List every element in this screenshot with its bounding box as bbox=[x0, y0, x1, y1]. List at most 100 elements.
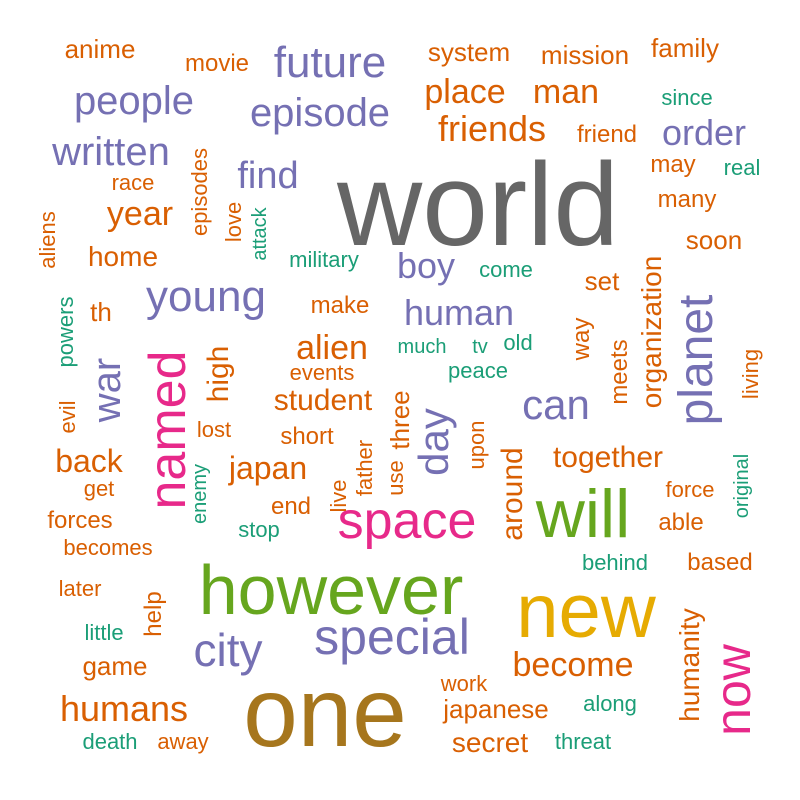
word-now: now bbox=[705, 644, 761, 736]
word-order: order bbox=[661, 112, 747, 153]
word-world: world bbox=[337, 139, 619, 271]
word-end: end bbox=[270, 493, 312, 520]
word-help: help bbox=[140, 591, 167, 637]
word-military: military bbox=[289, 247, 359, 272]
word-much: much bbox=[397, 336, 447, 358]
word-race: race bbox=[111, 170, 155, 195]
word-space: space bbox=[337, 492, 477, 550]
word-anime: anime bbox=[64, 34, 136, 64]
word-powers: powers bbox=[53, 296, 78, 368]
word-human: human bbox=[403, 292, 515, 333]
word-movie: movie bbox=[184, 50, 250, 77]
word-place: place bbox=[424, 73, 506, 111]
word-alien: alien bbox=[296, 329, 368, 367]
word-lost: lost bbox=[196, 417, 232, 442]
word-game: game bbox=[82, 651, 148, 681]
word-living: living bbox=[738, 348, 763, 400]
word-new: new bbox=[516, 569, 656, 654]
word-come: come bbox=[479, 257, 533, 282]
word-around: around bbox=[496, 447, 529, 541]
word-work: work bbox=[440, 671, 488, 696]
word-may: may bbox=[650, 151, 696, 178]
word-friends: friends bbox=[437, 108, 547, 149]
word-get: get bbox=[83, 476, 115, 501]
word-city: city bbox=[193, 624, 263, 676]
word-many: many bbox=[657, 186, 717, 213]
word-original: original bbox=[731, 453, 753, 519]
word-can: can bbox=[522, 381, 590, 428]
word-named: named bbox=[139, 350, 197, 510]
word-however: however bbox=[198, 551, 464, 629]
word-japanese: japanese bbox=[443, 694, 549, 724]
word-becomes: becomes bbox=[63, 535, 153, 560]
word-way: way bbox=[568, 317, 595, 361]
word-secret: secret bbox=[451, 727, 529, 758]
word-force: force bbox=[665, 477, 715, 502]
word-humans: humans bbox=[59, 688, 189, 729]
word-organization: organization bbox=[636, 255, 667, 409]
word-evil: evil bbox=[55, 400, 80, 434]
word-planet: planet bbox=[670, 294, 723, 426]
word-meets: meets bbox=[606, 339, 633, 405]
word-old: old bbox=[503, 330, 533, 355]
word-year: year bbox=[106, 195, 174, 233]
word-one: one bbox=[243, 657, 407, 767]
word-along: along bbox=[583, 691, 637, 716]
word-home: home bbox=[87, 241, 159, 272]
word-use: use bbox=[383, 460, 408, 496]
word-will: will bbox=[535, 476, 631, 552]
word-behind: behind bbox=[581, 550, 649, 575]
word-back: back bbox=[55, 443, 123, 479]
word-family: family bbox=[651, 33, 719, 63]
word-forces: forces bbox=[47, 507, 113, 534]
word-little: little bbox=[84, 620, 124, 645]
word-boy: boy bbox=[396, 245, 456, 286]
word-day: day bbox=[410, 408, 457, 476]
word-events: events bbox=[289, 360, 355, 385]
word-th: th bbox=[90, 297, 112, 327]
word-student: student bbox=[273, 384, 373, 417]
word-become: become bbox=[512, 646, 634, 684]
word-tv: tv bbox=[472, 336, 488, 358]
word-attack: attack bbox=[249, 207, 271, 261]
word-based: based bbox=[687, 549, 753, 576]
word-people: people bbox=[73, 79, 195, 123]
word-aliens: aliens bbox=[35, 211, 60, 269]
word-stop: stop bbox=[238, 517, 280, 542]
word-father: father bbox=[352, 439, 377, 497]
word-peace: peace bbox=[448, 358, 508, 383]
word-later: later bbox=[58, 576, 102, 601]
word-man: man bbox=[532, 73, 600, 111]
word-make: make bbox=[310, 292, 370, 319]
word-love: love bbox=[221, 201, 246, 243]
word-three: three bbox=[385, 390, 415, 450]
word-war: war bbox=[85, 357, 129, 423]
word-friend: friend bbox=[576, 121, 638, 148]
word-written: written bbox=[52, 130, 170, 174]
word-able: able bbox=[658, 509, 704, 536]
word-upon: upon bbox=[464, 420, 489, 470]
word-system: system bbox=[427, 37, 511, 67]
word-episode: episode bbox=[249, 91, 391, 135]
word-episodes: episodes bbox=[187, 147, 212, 237]
word-threat: threat bbox=[554, 729, 612, 754]
word-enemy: enemy bbox=[189, 463, 211, 525]
word-away: away bbox=[157, 729, 209, 754]
word-young: young bbox=[146, 272, 266, 321]
word-high: high bbox=[202, 345, 235, 403]
word-humanity: humanity bbox=[674, 608, 705, 722]
word-real: real bbox=[723, 155, 761, 180]
word-special: special bbox=[314, 609, 470, 665]
word-set: set bbox=[584, 266, 620, 296]
word-japan: japan bbox=[228, 450, 308, 486]
word-soon: soon bbox=[685, 225, 743, 255]
word-death: death bbox=[82, 729, 138, 754]
word-live: live bbox=[326, 479, 351, 513]
word-find: find bbox=[237, 155, 299, 197]
word-future: future bbox=[273, 38, 387, 87]
word-together: together bbox=[552, 441, 664, 474]
word-short: short bbox=[280, 423, 334, 450]
word-mission: mission bbox=[540, 40, 630, 70]
word-since: since bbox=[661, 85, 713, 110]
